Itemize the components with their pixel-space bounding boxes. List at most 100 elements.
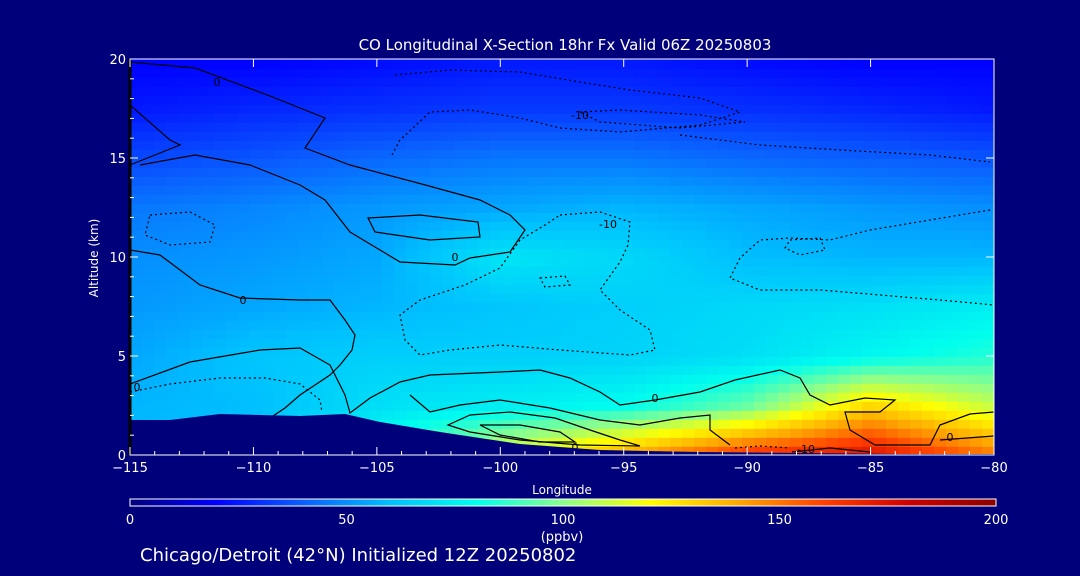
heatmap-cell: [466, 185, 479, 195]
heatmap-cell: [946, 95, 959, 105]
heatmap-cell: [406, 221, 419, 231]
heatmap-cell: [970, 158, 983, 168]
heatmap-cell: [862, 95, 875, 105]
heatmap-cell: [502, 104, 515, 114]
heatmap-cell: [706, 68, 719, 78]
heatmap-cell: [658, 158, 671, 168]
heatmap-cell: [154, 221, 167, 231]
heatmap-cell: [130, 221, 143, 231]
heatmap-cell: [838, 293, 851, 303]
heatmap-cell: [274, 68, 287, 78]
heatmap-cell: [718, 329, 731, 339]
heatmap-cell: [370, 410, 383, 420]
heatmap-cell: [634, 428, 647, 438]
heatmap-cell: [694, 203, 707, 213]
heatmap-cell: [370, 194, 383, 204]
heatmap-cell: [802, 212, 815, 222]
heatmap-cell: [262, 347, 275, 357]
x-tick-label: −100: [482, 461, 518, 476]
heatmap-cell: [538, 68, 551, 78]
heatmap-cell: [862, 185, 875, 195]
heatmap-cell: [658, 302, 671, 312]
x-tick-label: −105: [359, 461, 395, 476]
heatmap-cell: [646, 284, 659, 294]
heatmap-cell: [706, 293, 719, 303]
heatmap-cell: [418, 320, 431, 330]
heatmap-cell: [826, 203, 839, 213]
heatmap-cell: [226, 239, 239, 249]
heatmap-cell: [178, 221, 191, 231]
heatmap-cell: [238, 401, 251, 411]
heatmap-cell: [154, 311, 167, 321]
heatmap-cell: [298, 149, 311, 159]
heatmap-cell: [838, 338, 851, 348]
heatmap-cell: [466, 401, 479, 411]
heatmap-cell: [694, 158, 707, 168]
heatmap-cell: [718, 275, 731, 285]
heatmap-cell: [310, 410, 323, 420]
heatmap-cell: [382, 257, 395, 267]
heatmap-cell: [298, 140, 311, 150]
heatmap-cell: [490, 131, 503, 141]
heatmap-cell: [670, 275, 683, 285]
heatmap-cell: [286, 122, 299, 132]
heatmap-cell: [202, 77, 215, 87]
heatmap-cell: [946, 257, 959, 267]
heatmap-cell: [790, 239, 803, 249]
heatmap-cell: [514, 275, 527, 285]
heatmap-cell: [454, 419, 467, 429]
heatmap-cell: [802, 122, 815, 132]
heatmap-cell: [310, 167, 323, 177]
heatmap-cell: [358, 230, 371, 240]
heatmap-cell: [958, 302, 971, 312]
y-axis-label: Altitude (km): [87, 219, 101, 298]
heatmap-cell: [310, 212, 323, 222]
heatmap-cell: [490, 185, 503, 195]
heatmap-cell: [862, 284, 875, 294]
heatmap-cell: [622, 158, 635, 168]
heatmap-cell: [334, 86, 347, 96]
heatmap-cell: [658, 230, 671, 240]
heatmap-cell: [130, 176, 143, 186]
heatmap-cell: [262, 140, 275, 150]
heatmap-cell: [286, 203, 299, 213]
heatmap-cell: [310, 257, 323, 267]
heatmap-cell: [922, 203, 935, 213]
heatmap-cell: [718, 194, 731, 204]
contour-label: 0: [214, 76, 221, 89]
heatmap-cell: [862, 257, 875, 267]
heatmap-cell: [322, 167, 335, 177]
heatmap-cell: [658, 275, 671, 285]
heatmap-cell: [838, 167, 851, 177]
heatmap-cell: [946, 338, 959, 348]
heatmap-cell: [586, 392, 599, 402]
heatmap-cell: [262, 212, 275, 222]
heatmap-cell: [898, 95, 911, 105]
heatmap-cell: [598, 392, 611, 402]
heatmap-cell: [178, 338, 191, 348]
heatmap-cell: [586, 176, 599, 186]
heatmap-cell: [934, 122, 947, 132]
heatmap-cell: [670, 284, 683, 294]
heatmap-cell: [670, 311, 683, 321]
heatmap-cell: [646, 437, 659, 447]
x-tick-label: −90: [733, 461, 760, 476]
heatmap-cell: [970, 338, 983, 348]
heatmap-cell: [730, 131, 743, 141]
heatmap-cell: [466, 158, 479, 168]
heatmap-cell: [142, 293, 155, 303]
heatmap-cell: [706, 59, 719, 69]
heatmap-cell: [814, 158, 827, 168]
heatmap-cell: [586, 266, 599, 276]
heatmap-cell: [550, 68, 563, 78]
heatmap-cell: [706, 374, 719, 384]
heatmap-cell: [466, 113, 479, 123]
heatmap-cell: [382, 293, 395, 303]
heatmap-cell: [466, 131, 479, 141]
heatmap-cell: [742, 221, 755, 231]
heatmap-cell: [190, 401, 203, 411]
heatmap-cell: [598, 338, 611, 348]
heatmap-cell: [214, 320, 227, 330]
heatmap-cell: [358, 149, 371, 159]
heatmap-cell: [982, 140, 994, 150]
